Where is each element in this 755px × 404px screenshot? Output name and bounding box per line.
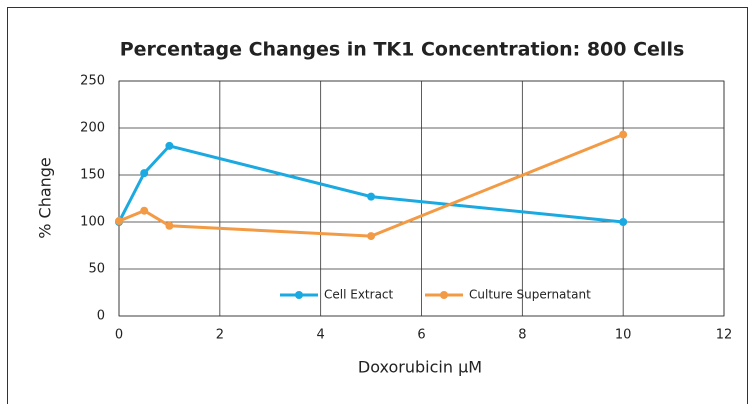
chart-title: Percentage Changes in TK1 Concentration:… — [120, 39, 685, 61]
x-tick-label: 6 — [417, 328, 425, 343]
data-point — [115, 217, 123, 226]
frame — [7, 7, 748, 404]
data-point — [619, 218, 628, 226]
y-tick-label: 100 — [80, 215, 105, 230]
x-tick-label: 0 — [115, 328, 123, 343]
x-tick-label: 2 — [216, 328, 224, 343]
y-tick-label: 150 — [80, 168, 105, 183]
data-point — [165, 221, 174, 230]
data-point — [367, 232, 376, 241]
legend-marker — [295, 291, 303, 299]
y-tick-label: 200 — [80, 121, 105, 136]
data-point — [165, 141, 174, 150]
x-tick-label: 4 — [317, 328, 325, 343]
data-point — [619, 130, 628, 139]
y-tick-label: 50 — [88, 262, 105, 277]
y-tick-label: 250 — [80, 74, 105, 89]
y-axis-label: % Change — [36, 157, 55, 239]
x-tick-label: 10 — [615, 328, 632, 343]
y-tick-label: 0 — [97, 309, 105, 324]
legend-label: Culture Supernatant — [469, 288, 591, 302]
legend-marker — [440, 291, 448, 299]
x-tick-label: 12 — [716, 328, 733, 343]
x-tick-label: 8 — [518, 328, 526, 343]
legend-label: Cell Extract — [324, 288, 394, 302]
series-line — [118, 133, 624, 238]
data-point — [140, 206, 149, 215]
data-point — [140, 169, 149, 178]
x-axis-label: Doxorubicin µM — [358, 358, 482, 377]
series-line — [117, 144, 624, 224]
data-point — [367, 192, 376, 201]
